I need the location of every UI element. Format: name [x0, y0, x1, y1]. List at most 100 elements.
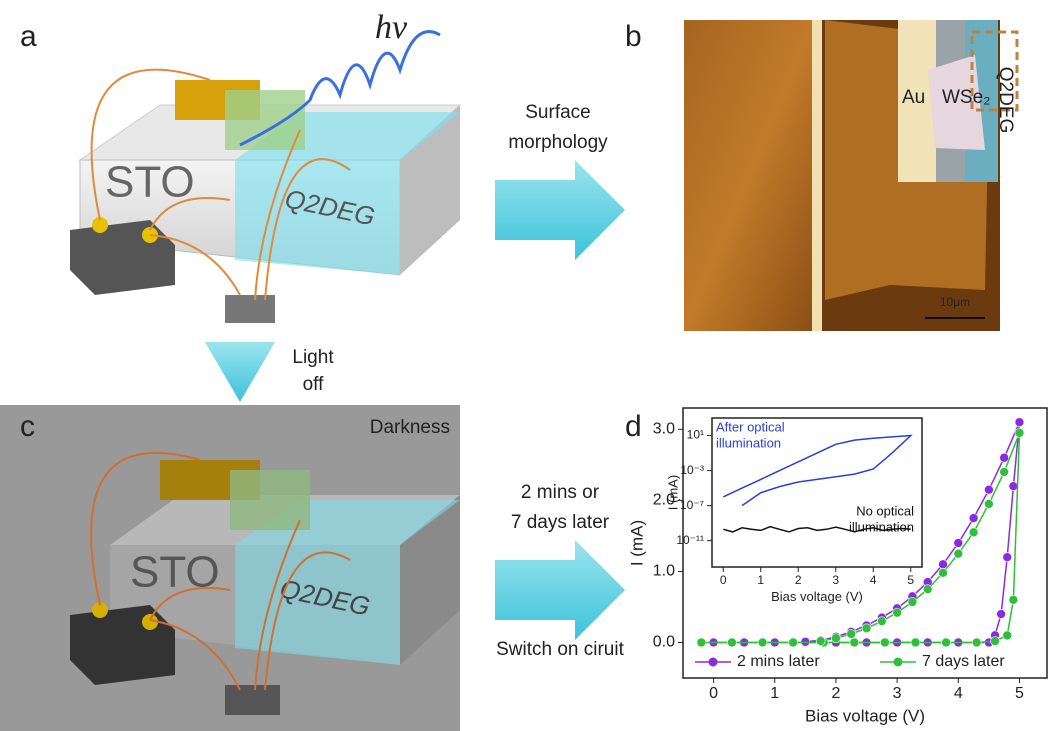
x-tick-label: 5	[907, 573, 914, 587]
afm-region	[684, 20, 815, 331]
panel-b: b Au WSe₂ Q2DEG 10μm	[625, 20, 1017, 331]
data-point	[923, 585, 932, 594]
arrow-label: Surface	[525, 102, 590, 123]
caption: Darkness	[370, 417, 450, 438]
data-point	[969, 514, 978, 523]
data-point	[942, 638, 951, 647]
data-point	[908, 597, 917, 606]
scale-label: 10μm	[940, 295, 970, 309]
data-point	[1003, 553, 1012, 562]
inset-label: WSe₂	[942, 87, 991, 108]
x-tick-label: 4	[954, 685, 963, 702]
data-point	[847, 629, 856, 638]
legend-label: 2 mins later	[737, 653, 820, 670]
data-point	[816, 637, 825, 646]
x-tick-label: 3	[832, 573, 839, 587]
data-point	[831, 634, 840, 643]
arrow-label: Light	[292, 347, 334, 368]
y-tick-label: 10⁻³	[680, 463, 704, 477]
switch	[225, 685, 280, 715]
panel-label: c	[20, 410, 35, 443]
panel-c: c Darkness STO Q2DEG	[0, 405, 460, 731]
switch	[225, 295, 275, 323]
battery	[70, 220, 175, 295]
data-point	[727, 638, 736, 647]
wse2-flake	[225, 90, 305, 150]
data-point	[984, 499, 993, 508]
data-point	[954, 539, 963, 548]
inset-label: Au	[902, 87, 925, 108]
panel-label: a	[20, 20, 37, 53]
annotation: After optical	[716, 419, 785, 434]
annotation: No optical	[856, 503, 914, 518]
data-point	[1015, 428, 1024, 437]
data-point	[997, 610, 1006, 619]
data-point	[758, 638, 767, 647]
data-point	[893, 608, 902, 617]
substrate-label: STO	[130, 548, 220, 597]
data-point	[991, 637, 1000, 646]
legend-label: 7 days later	[922, 653, 1005, 670]
y-tick-label: 0.0	[653, 634, 675, 651]
data-point	[880, 638, 889, 647]
panel-label: d	[625, 410, 642, 443]
y-tick-label: 10¹	[687, 428, 704, 442]
data-point	[862, 624, 871, 633]
wse2-flake	[230, 470, 310, 530]
data-point	[1003, 631, 1012, 640]
panel-a: a hν STO Q2DEG	[20, 9, 460, 323]
y-tick-label: 1.0	[653, 563, 675, 580]
legend-marker	[894, 658, 903, 667]
y-tick-label: 10⁻¹¹	[676, 533, 704, 547]
x-tick-label: 2	[795, 573, 802, 587]
x-tick-label: 3	[893, 685, 902, 702]
battery	[70, 605, 175, 685]
substrate-label: STO	[105, 158, 195, 207]
arrow-label: Switch on ciruit	[496, 639, 624, 660]
arrow-label: morphology	[508, 132, 608, 153]
arrow	[205, 342, 275, 402]
data-point	[877, 617, 886, 626]
x-tick-label: 0	[720, 573, 727, 587]
y-axis-label: I (mA)	[627, 520, 646, 566]
y-tick-label: 10⁻⁷	[680, 498, 704, 512]
legend-marker	[709, 658, 718, 667]
x-tick-label: 2	[831, 685, 840, 702]
arrow	[495, 540, 625, 640]
data-point	[984, 485, 993, 494]
data-point	[1009, 482, 1018, 491]
data-point	[1000, 467, 1009, 476]
annotation: illumination	[849, 519, 914, 534]
x-tick-label: 4	[870, 573, 877, 587]
data-point	[954, 549, 963, 558]
data-point	[1000, 453, 1009, 462]
y-tick-label: 3.0	[653, 421, 675, 438]
arrow-label: off	[303, 374, 325, 395]
data-point	[850, 638, 859, 647]
x-axis-label: Bias voltage (V)	[771, 589, 863, 604]
data-point	[939, 568, 948, 577]
arrow	[495, 160, 625, 260]
data-point	[789, 638, 798, 647]
figure: a hν STO Q2DEG Surface morphology b Au W…	[0, 0, 1054, 731]
x-tick-label: 0	[709, 685, 718, 702]
data-point	[972, 638, 981, 647]
x-tick-label: 5	[1015, 685, 1024, 702]
arrow-label: 2 mins or	[521, 482, 600, 503]
data-point	[1015, 418, 1024, 427]
data-point	[697, 638, 706, 647]
panel-label: b	[625, 20, 642, 53]
data-point	[939, 560, 948, 569]
y-axis-label: I (mA)	[665, 475, 680, 510]
data-point	[911, 638, 920, 647]
data-point	[969, 528, 978, 537]
x-tick-label: 1	[757, 573, 764, 587]
afm-edge	[812, 20, 822, 331]
x-axis-label: Bias voltage (V)	[805, 707, 925, 726]
annotation: illumination	[716, 435, 781, 450]
inset-label: Q2DEG	[995, 67, 1016, 134]
data-point	[1009, 595, 1018, 604]
photon-label: hν	[375, 9, 408, 46]
x-tick-label: 1	[770, 685, 779, 702]
